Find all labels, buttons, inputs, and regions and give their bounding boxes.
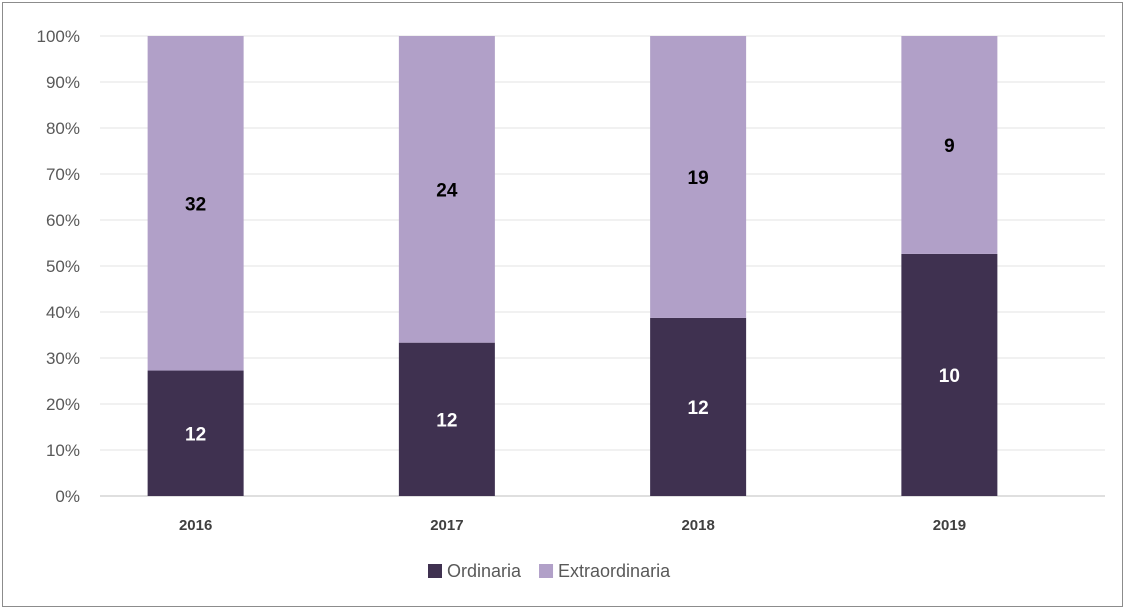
- y-tick-label: 20%: [46, 395, 80, 414]
- y-tick-label: 60%: [46, 211, 80, 230]
- data-label: 32: [185, 194, 206, 215]
- data-label: 12: [688, 398, 709, 419]
- bar-segment-extraordinaria-2016: [147, 36, 244, 371]
- legend: Ordinaria Extraordinaria: [428, 561, 671, 581]
- bar-segment-ordinaria-2017: [398, 342, 495, 496]
- y-tick-label: 10%: [46, 441, 80, 460]
- y-axis-ticks: 0% 10% 20% 30% 40% 50% 60% 70% 80% 90% 100%: [37, 27, 80, 506]
- legend-label: Ordinaria: [447, 561, 522, 581]
- data-label: 9: [944, 136, 955, 157]
- y-tick-label: 40%: [46, 303, 80, 322]
- data-label: 24: [436, 180, 458, 201]
- y-tick-label: 90%: [46, 73, 80, 92]
- legend-swatch: [539, 564, 554, 578]
- x-axis-categories: 2016 2017 2018 2019: [179, 517, 966, 534]
- legend-label: Extraordinaria: [558, 561, 671, 581]
- y-tick-label: 0%: [55, 487, 80, 506]
- y-tick-label: 30%: [46, 349, 80, 368]
- x-category-label: 2017: [430, 517, 463, 534]
- bar-segment-ordinaria-2019: [901, 253, 998, 496]
- bar-segment-ordinaria-2016: [147, 370, 244, 496]
- bar-segment-extraordinaria-2017: [398, 36, 495, 343]
- data-label: 19: [688, 168, 709, 189]
- y-tick-label: 70%: [46, 165, 80, 184]
- bar-segment-extraordinaria-2018: [650, 36, 747, 318]
- data-label: 12: [185, 424, 206, 445]
- bar-segment-extraordinaria-2019: [901, 36, 998, 254]
- x-category-label: 2019: [933, 517, 966, 534]
- y-tick-label: 80%: [46, 119, 80, 138]
- legend-swatch: [428, 564, 442, 578]
- data-label: 12: [436, 410, 457, 431]
- x-category-label: 2016: [179, 517, 212, 534]
- x-category-label: 2018: [681, 517, 714, 534]
- data-label: 10: [939, 366, 960, 387]
- y-tick-label: 100%: [37, 27, 80, 46]
- bars: 12 32 12 24 12 19 10 9: [147, 36, 998, 496]
- y-tick-label: 50%: [46, 257, 80, 276]
- bar-segment-ordinaria-2018: [650, 317, 747, 496]
